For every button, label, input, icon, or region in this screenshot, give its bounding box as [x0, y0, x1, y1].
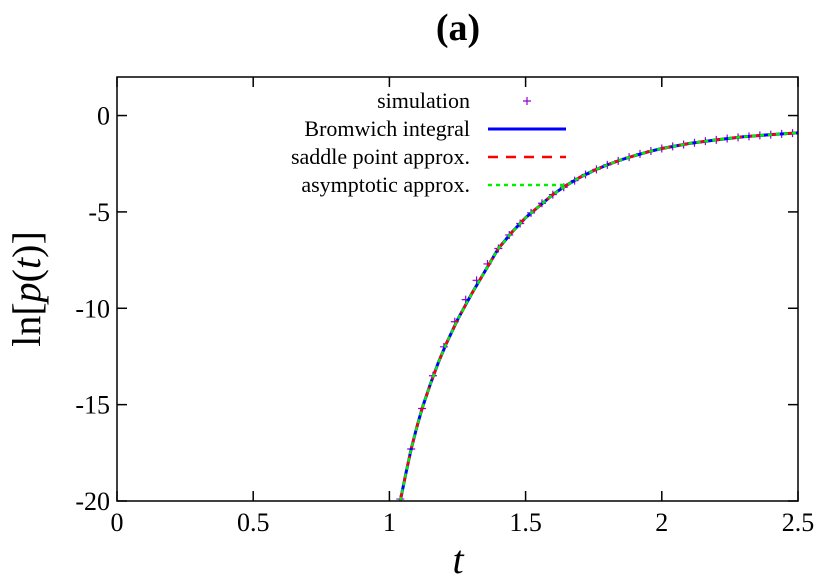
- legend-marker: [523, 97, 531, 105]
- legend: simulation Bromwich integral saddle point …: [291, 88, 566, 197]
- y-tick-label: 0: [97, 102, 110, 131]
- x-axis: 0 0.5 1 1.5 2 2.5: [111, 77, 815, 537]
- x-tick-label: 1: [383, 508, 396, 537]
- x-tick-label: 2.5: [782, 508, 815, 537]
- x-tick-label: 0: [111, 508, 124, 537]
- legend-entry: Bromwich integral: [304, 116, 566, 141]
- y-tick-label: -15: [75, 391, 110, 420]
- y-axis: -20 -15 -10 -5 0: [75, 102, 798, 516]
- legend-label: Bromwich integral: [304, 116, 470, 141]
- y-tick-label: -20: [75, 487, 110, 516]
- legend-label: saddle point approx.: [291, 144, 470, 169]
- series-line-asymptotic-approx: [399, 131, 798, 501]
- y-axis-title: ln[p(t)]: [4, 231, 49, 347]
- legend-entry: simulation: [377, 88, 531, 113]
- plot-frame: [116, 76, 799, 502]
- chart-title: (a): [436, 7, 480, 49]
- y-tick-label: -5: [88, 198, 110, 227]
- x-tick-label: 0.5: [237, 508, 270, 537]
- legend-label: simulation: [377, 88, 470, 113]
- plot-area: [116, 76, 799, 502]
- x-axis-title: t: [452, 537, 464, 581]
- series-layer: [396, 129, 798, 501]
- x-tick-label: 1.5: [509, 508, 542, 537]
- y-tick-label: -10: [75, 294, 110, 323]
- legend-entry: saddle point approx.: [291, 144, 566, 169]
- legend-entry: asymptotic approx.: [301, 172, 566, 197]
- x-tick-label: 2: [655, 508, 668, 537]
- legend-label: asymptotic approx.: [301, 172, 470, 197]
